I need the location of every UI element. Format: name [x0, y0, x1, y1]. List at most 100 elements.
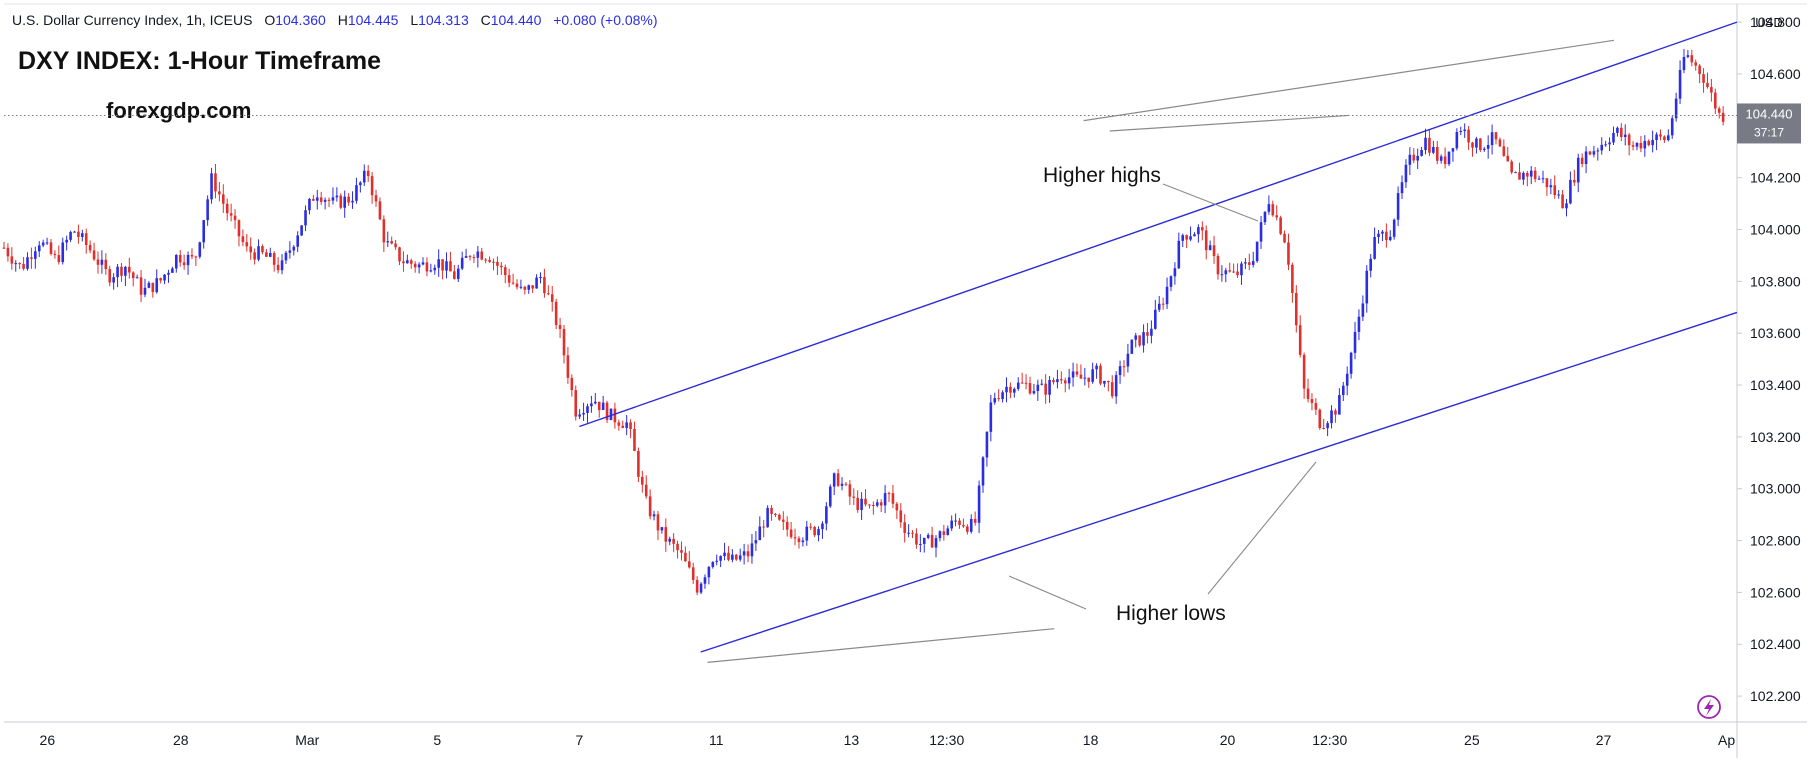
candle-body: [1240, 263, 1243, 276]
candle-body: [1651, 140, 1654, 146]
candle-body: [1667, 135, 1670, 141]
candle-body: [519, 286, 523, 288]
candle-body: [167, 272, 170, 275]
drawing-lines-layer: [579, 21, 1738, 663]
candle-body: [496, 261, 499, 266]
candle-body: [758, 526, 762, 541]
candle-body: [805, 526, 809, 541]
candle-body: [535, 277, 538, 289]
candle-body: [1502, 146, 1506, 156]
lightning-icon[interactable]: [1697, 695, 1721, 719]
channel-lower-line[interactable]: [700, 311, 1738, 653]
x-tick-label: 13: [844, 732, 860, 748]
higher-lows-trendline[interactable]: [707, 628, 1055, 663]
candle-body: [366, 170, 370, 177]
candle-body: [449, 261, 452, 272]
candle-body: [1330, 410, 1333, 424]
candle-body: [1404, 164, 1408, 183]
candle-body: [1361, 303, 1365, 317]
channel-upper-line[interactable]: [579, 21, 1738, 428]
ohlc-header: U.S. Dollar Currency Index, 1h, ICEUS O1…: [12, 12, 658, 28]
candle-body: [1228, 270, 1232, 272]
candle-body: [296, 235, 300, 247]
candle-body: [578, 414, 581, 417]
candle-body: [1212, 245, 1216, 257]
candle-body: [852, 496, 856, 498]
candle-body: [190, 254, 194, 257]
x-tick-label: 18: [1083, 732, 1099, 748]
candle-body: [1247, 262, 1251, 265]
candle-body: [1005, 386, 1008, 393]
candle-body: [1271, 204, 1275, 216]
candle-body: [1678, 70, 1682, 99]
candle-body: [1024, 382, 1028, 384]
candle-body: [1620, 127, 1623, 138]
candle-body: [73, 231, 76, 233]
candle-body: [1482, 148, 1486, 150]
candle-body: [1126, 353, 1130, 367]
candle-body: [429, 270, 433, 272]
candle-body: [946, 528, 950, 536]
candle-body: [1318, 409, 1322, 428]
candle-body: [480, 251, 484, 260]
open-value: 104.360: [275, 12, 326, 28]
candle-body: [276, 264, 280, 271]
candle-body: [554, 301, 558, 326]
candle-body: [261, 246, 264, 253]
time-axis[interactable]: 26 28 Mar 5 7 11 13 12:30 18 20 12:30 25 27 Ap: [40, 732, 1736, 748]
candle-body: [1533, 170, 1537, 180]
x-tick-label: 25: [1464, 732, 1480, 748]
candle-body: [1161, 303, 1165, 305]
candle-body: [1639, 142, 1643, 149]
candle-body: [77, 231, 80, 237]
candle-body: [147, 282, 151, 288]
candle-body: [523, 286, 527, 290]
candle-body: [503, 267, 507, 276]
candle-body: [1322, 427, 1326, 429]
candle-body: [1028, 383, 1032, 394]
candle-body: [1130, 339, 1134, 354]
candle-body: [942, 531, 946, 536]
candle-body: [1580, 157, 1584, 164]
candle-body: [809, 526, 813, 528]
candle-body: [828, 486, 832, 507]
candle-body: [394, 243, 397, 248]
candle-body: [182, 262, 186, 266]
candle-body: [507, 275, 511, 283]
candle-body: [590, 403, 593, 407]
candle-body: [656, 514, 660, 531]
candle-body: [1588, 151, 1592, 155]
candle-body: [1565, 203, 1568, 209]
candle-body: [707, 566, 711, 578]
x-tick-label: 5: [433, 732, 441, 748]
candle-body: [813, 526, 816, 536]
candle-body: [844, 483, 848, 485]
x-tick-label: 12:30: [1312, 732, 1347, 748]
candle-body: [351, 200, 354, 203]
candle-body: [1036, 384, 1040, 392]
candle-body: [362, 170, 366, 183]
candle-body: [1075, 371, 1079, 375]
candle-body: [398, 247, 401, 262]
higher-highs-trendline-2[interactable]: [1109, 114, 1349, 132]
candle-body: [797, 538, 801, 543]
currency-label[interactable]: USD: [1755, 15, 1782, 30]
candle-body: [22, 263, 25, 269]
candle-body: [594, 401, 597, 404]
candle-body: [120, 266, 123, 276]
candle-body: [237, 220, 241, 237]
candle-body: [1447, 151, 1451, 165]
candle-body: [1526, 172, 1529, 177]
higher-highs-trendline[interactable]: [1083, 39, 1615, 122]
candle-body: [1392, 219, 1396, 237]
candle-body: [977, 485, 981, 523]
x-tick-label: 7: [575, 732, 583, 748]
candle-body: [668, 538, 672, 542]
candle-body: [762, 526, 766, 528]
candle-body: [637, 450, 640, 477]
candle-body: [727, 552, 730, 560]
candle-body: [754, 540, 758, 544]
candle-body: [1717, 108, 1721, 113]
